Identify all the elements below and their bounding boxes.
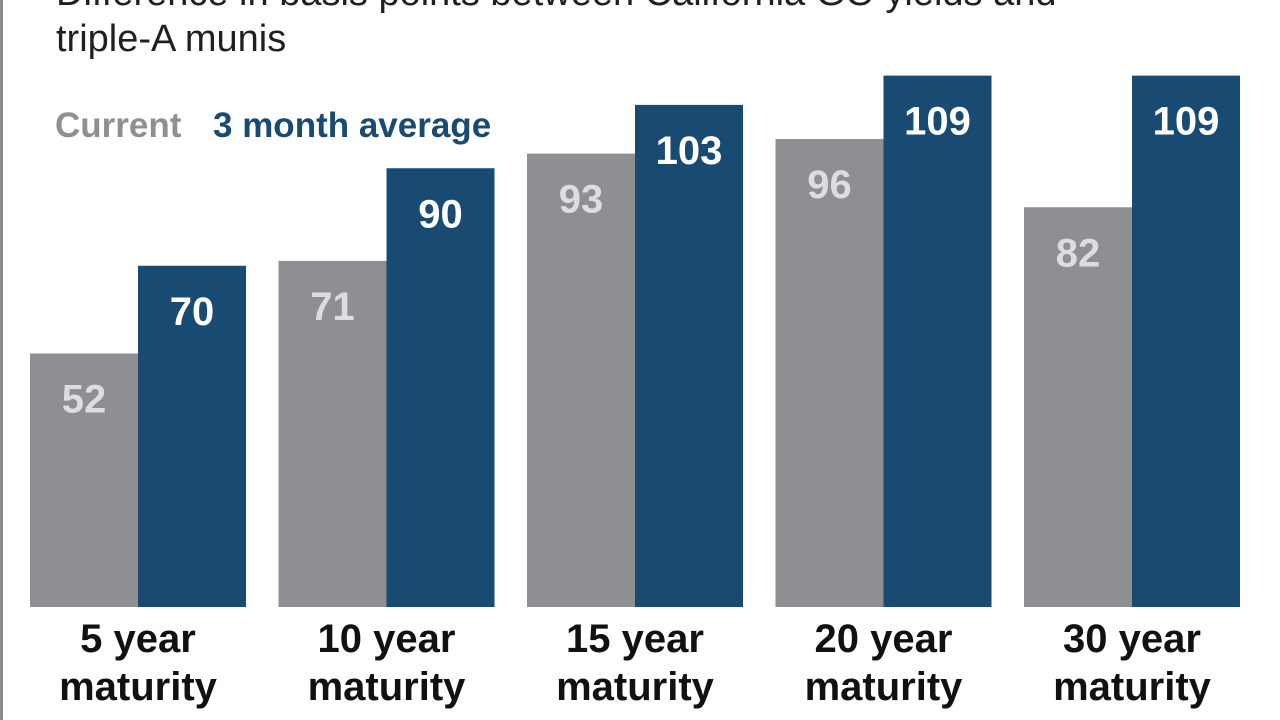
bar-current-3 [775, 139, 884, 607]
data-label-current-2: 93 [559, 178, 604, 222]
data-label-3-month-average-4: 109 [1153, 100, 1220, 144]
category-label-4-line-2: maturity [1053, 665, 1212, 709]
data-label-current-0: 52 [62, 378, 107, 422]
bar-labels-group: 52 70 71 90 93 103 96 109 82 109 [62, 100, 1220, 422]
category-label-0-line-2: maturity [59, 665, 218, 709]
category-label-0-line-1: 5 year [80, 617, 196, 661]
bar-current-2 [527, 153, 635, 607]
data-label-current-1: 71 [310, 285, 355, 329]
category-label-3-line-2: maturity [805, 665, 964, 709]
category-label-1-line-1: 10 year [318, 617, 456, 661]
data-label-3-month-average-3: 109 [904, 100, 971, 144]
legend: Current 3 month average [55, 106, 491, 145]
category-label-1-line-2: maturity [308, 665, 467, 709]
bar-current-1 [278, 260, 387, 607]
subtitle-line-2: triple-A munis [56, 18, 287, 60]
chart-subtitle: Difference in basis points between Calif… [56, 0, 1256, 62]
data-label-3-month-average-1: 90 [418, 192, 463, 236]
category-label-2-line-1: 15 year [566, 617, 704, 661]
bar-3-month-average-4 [1132, 75, 1240, 607]
bar-3-month-average-0 [138, 265, 246, 607]
data-label-3-month-average-2: 103 [656, 129, 723, 173]
bar-current-4 [1024, 207, 1132, 607]
data-label-current-3: 96 [807, 163, 852, 207]
bars-group [30, 75, 1240, 607]
data-label-current-4: 82 [1056, 231, 1101, 275]
data-label-3-month-average-0: 70 [170, 290, 215, 334]
bar-3-month-average-3 [883, 75, 992, 607]
bar-current-0 [30, 353, 138, 607]
subtitle-line-1: Difference in basis points between Calif… [56, 0, 1256, 16]
left-rule [0, 0, 3, 720]
bar-3-month-average-2 [635, 104, 743, 607]
category-label-4-line-1: 30 year [1063, 617, 1201, 661]
legend-entry-3-month-average: 3 month average [213, 106, 491, 145]
bar-3-month-average-1 [386, 168, 495, 607]
category-label-2-line-2: maturity [556, 665, 715, 709]
legend-entry-current: Current [55, 106, 182, 145]
category-label-3-line-1: 20 year [815, 617, 953, 661]
